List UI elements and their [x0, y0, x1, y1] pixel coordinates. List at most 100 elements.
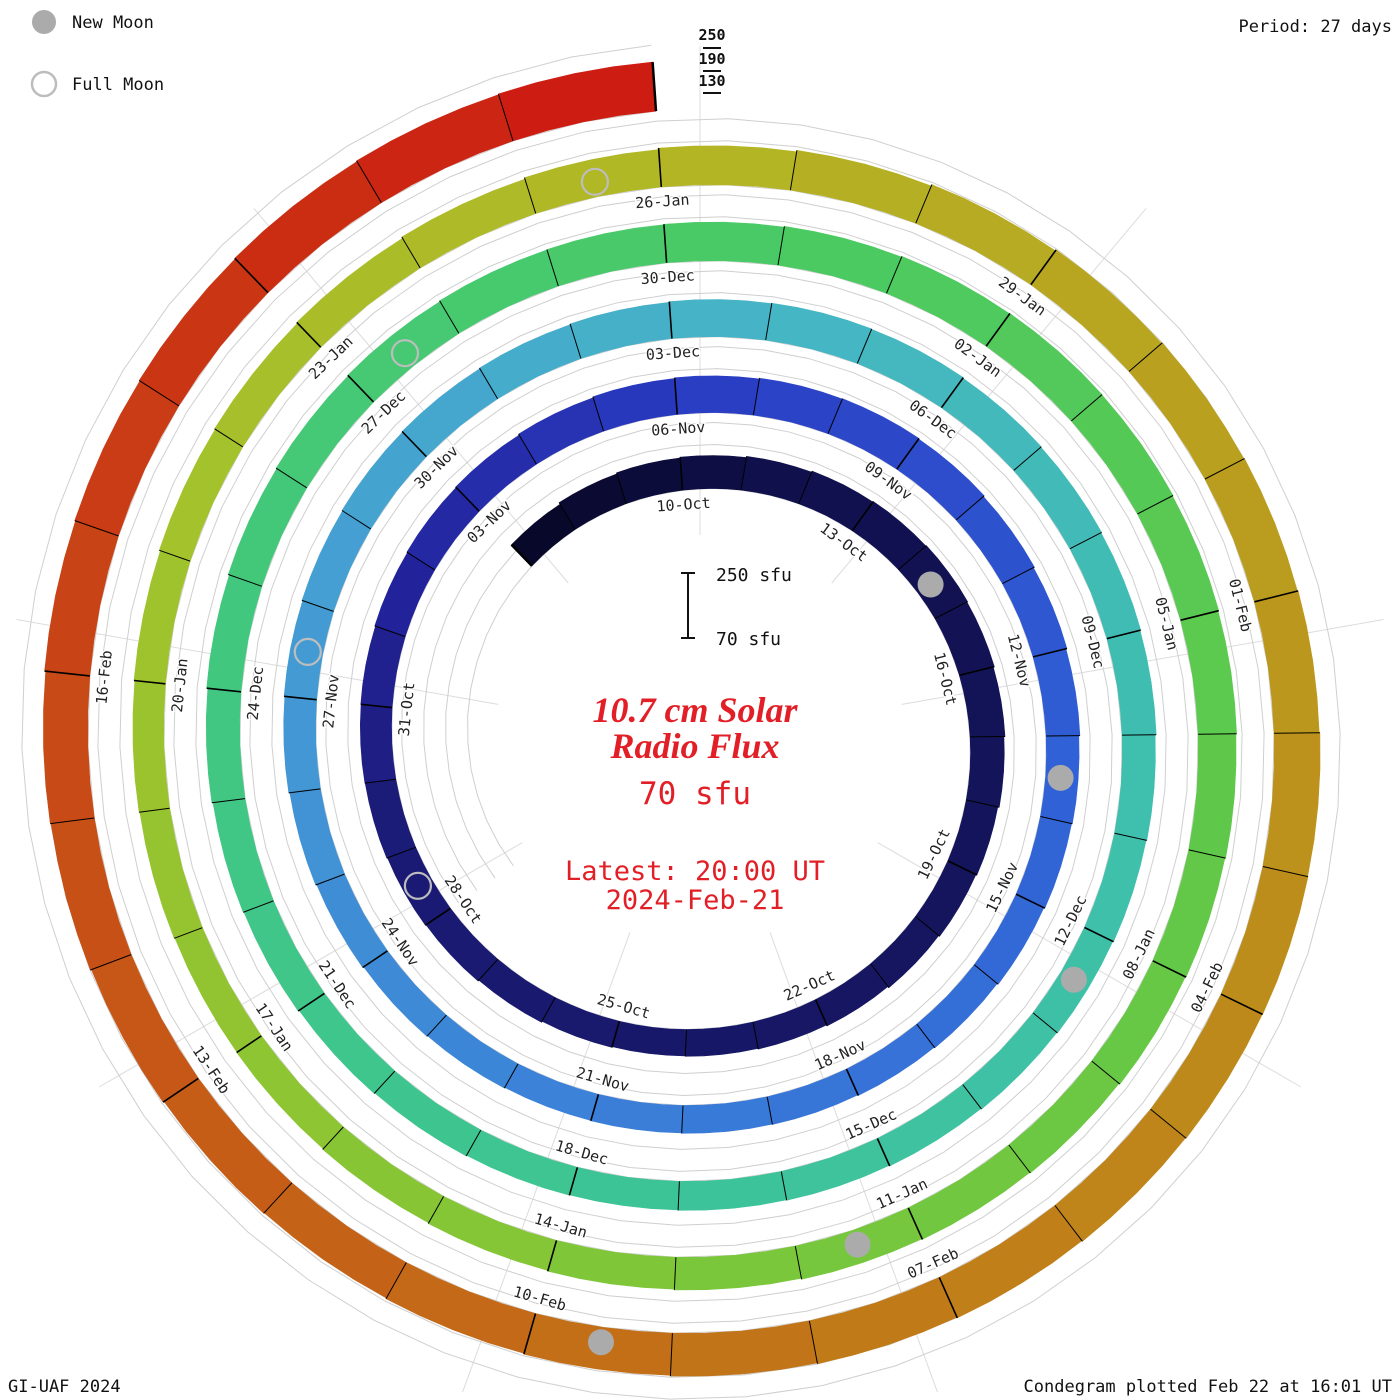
day-tick — [898, 545, 927, 570]
flux-segment — [174, 927, 262, 1053]
day-tick — [1114, 832, 1147, 841]
flux-segment — [1204, 458, 1298, 603]
current-flux-value: 70 sfu — [639, 776, 751, 812]
flux-scale-bar: 250 sfu 70 sfu — [681, 565, 792, 650]
date-label: 24-Dec — [244, 665, 268, 721]
day-tick — [657, 148, 663, 187]
flux-segment — [752, 999, 828, 1050]
day-tick — [465, 1129, 482, 1157]
day-tick — [669, 1333, 673, 1377]
day-tick — [301, 599, 334, 612]
flux-segment — [916, 964, 998, 1049]
day-tick — [362, 950, 388, 969]
day-tick — [677, 1181, 680, 1211]
flux-segment — [359, 704, 397, 784]
flux-segment — [915, 184, 1056, 286]
day-tick — [955, 495, 985, 521]
day-tick — [673, 1257, 677, 1290]
day-tick — [503, 1063, 519, 1089]
day-tick — [44, 670, 90, 677]
day-tick — [973, 964, 999, 985]
flux-segment — [1254, 590, 1320, 734]
day-tick — [966, 799, 1000, 808]
day-tick — [234, 257, 269, 294]
day-tick — [477, 958, 499, 982]
day-tick — [611, 1021, 621, 1048]
day-tick — [228, 574, 262, 587]
full-moon-marker — [390, 339, 420, 368]
day-tick — [341, 510, 371, 530]
day-tick — [524, 177, 537, 214]
flux-segment — [753, 377, 843, 434]
flux-segment — [163, 1077, 293, 1214]
flux-segment — [1013, 446, 1103, 550]
day-tick — [886, 256, 903, 294]
day-tick — [780, 1171, 788, 1201]
flux-segment — [90, 954, 199, 1103]
day-tick — [845, 1068, 860, 1096]
flux-segment — [374, 552, 436, 637]
day-tick — [1002, 566, 1035, 585]
flux-segment — [356, 94, 514, 204]
day-tick — [284, 695, 317, 701]
day-tick — [765, 303, 773, 341]
flux-segment — [959, 666, 1006, 738]
new-moon-icon — [32, 10, 56, 34]
flux-scale-top-label: 250 sfu — [716, 565, 792, 586]
day-tick — [856, 328, 873, 364]
flux-segment — [139, 807, 203, 939]
flux-segment — [479, 324, 582, 400]
day-tick — [347, 374, 375, 403]
flux-segment — [50, 817, 132, 971]
day-tick — [424, 907, 451, 926]
day-tick — [1030, 249, 1057, 286]
day-tick — [1032, 1012, 1058, 1034]
day-tick — [1137, 495, 1174, 515]
day-tick — [1013, 446, 1042, 471]
day-tick — [940, 377, 964, 409]
flux-segment — [674, 375, 760, 416]
day-tick — [684, 1029, 687, 1057]
day-tick — [1054, 1205, 1083, 1242]
flux-segment — [289, 788, 345, 886]
day-tick — [74, 520, 119, 537]
day-tick — [1128, 342, 1163, 372]
flux-segment — [856, 328, 964, 409]
flux-segment — [364, 778, 416, 859]
day-tick — [1150, 1108, 1187, 1139]
date-label: 26-Jan — [635, 191, 690, 213]
day-tick — [1071, 394, 1103, 422]
day-tick — [90, 954, 132, 971]
spiral-start-cap — [510, 543, 533, 567]
date-label: 10-Oct — [656, 494, 711, 516]
full-moon-marker — [403, 871, 432, 900]
flux-segment — [1150, 993, 1263, 1139]
flux-segment — [1220, 866, 1309, 1015]
day-tick — [962, 1084, 982, 1110]
flux-segment — [766, 1068, 859, 1125]
day-tick — [876, 1138, 891, 1167]
full-moon-marker — [293, 637, 322, 667]
date-label: 30-Dec — [640, 266, 695, 288]
day-tick — [1220, 993, 1263, 1016]
day-tick — [673, 377, 678, 415]
day-tick — [870, 963, 890, 989]
flux-segment — [679, 455, 747, 491]
day-tick — [616, 472, 627, 504]
day-tick — [1152, 960, 1187, 978]
flux-segment — [236, 1035, 344, 1150]
day-tick — [681, 1105, 684, 1134]
day-tick — [1040, 816, 1073, 825]
day-tick — [907, 1207, 924, 1240]
day-tick — [455, 486, 480, 512]
day-tick — [540, 997, 556, 1023]
day-tick — [406, 551, 435, 571]
day-tick — [916, 1023, 936, 1049]
full-moon-icon — [30, 70, 58, 98]
day-tick — [808, 1320, 818, 1364]
day-tick — [934, 601, 968, 619]
day-tick — [263, 1182, 293, 1214]
flux-segment — [658, 145, 798, 191]
day-tick — [985, 313, 1011, 347]
